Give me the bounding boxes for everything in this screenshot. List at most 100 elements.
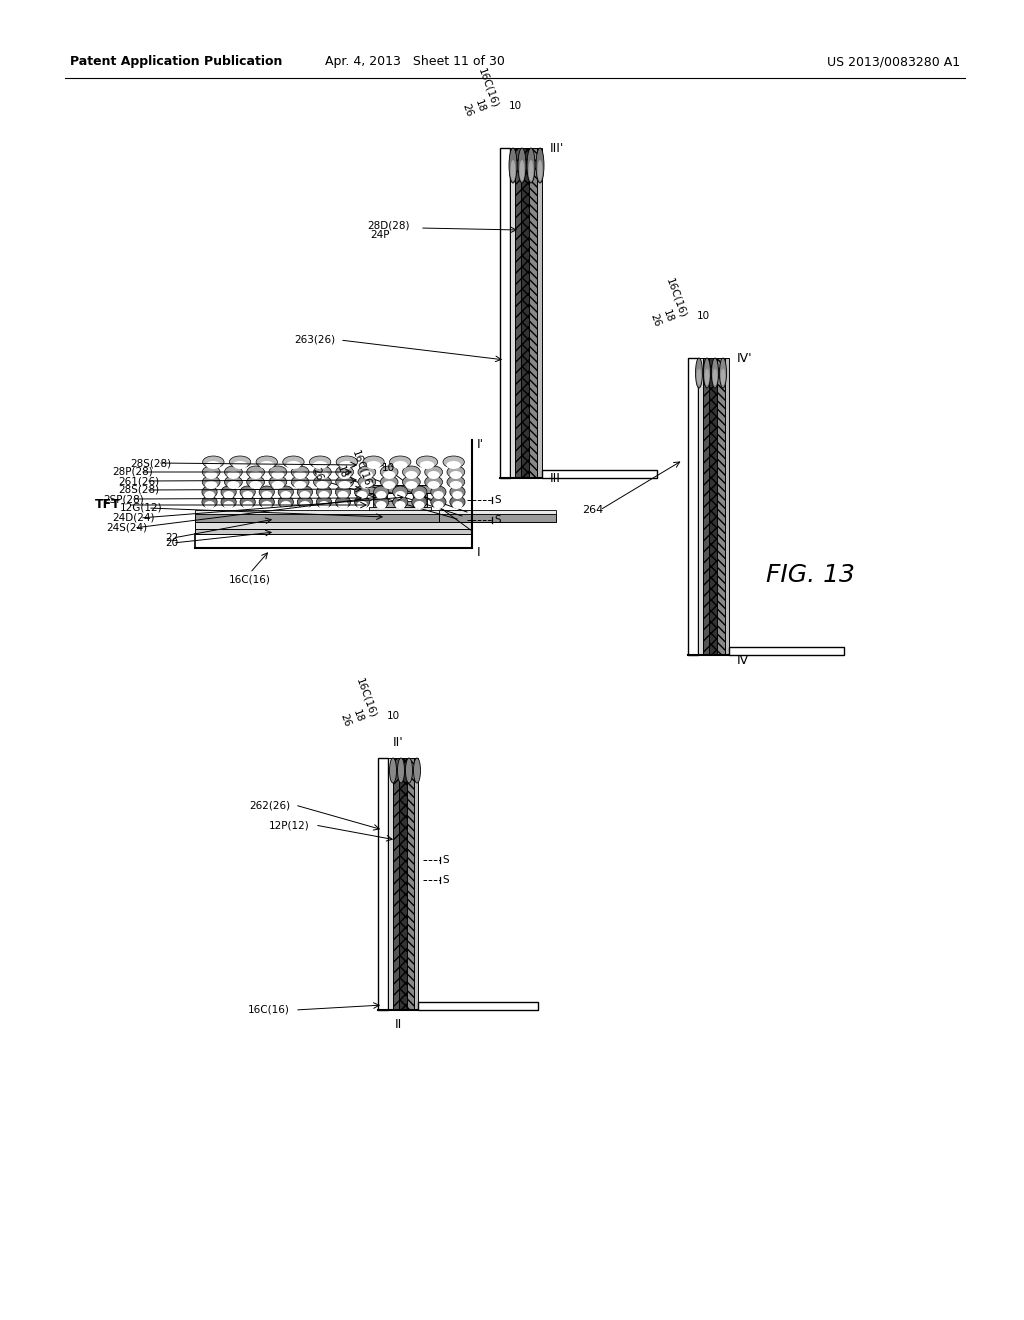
- Text: S: S: [494, 515, 501, 525]
- Ellipse shape: [261, 502, 272, 510]
- Ellipse shape: [250, 471, 262, 479]
- Ellipse shape: [336, 466, 353, 478]
- Text: 28D(28): 28D(28): [368, 220, 410, 230]
- Ellipse shape: [339, 471, 351, 479]
- Text: Patent Application Publication: Patent Application Publication: [70, 55, 283, 69]
- Ellipse shape: [414, 491, 425, 499]
- Ellipse shape: [358, 477, 376, 488]
- Bar: [361, 484, 439, 492]
- Text: 10: 10: [696, 312, 710, 321]
- Text: II: II: [394, 1019, 401, 1031]
- Ellipse shape: [229, 455, 251, 469]
- Ellipse shape: [450, 486, 465, 498]
- Ellipse shape: [527, 148, 535, 183]
- Ellipse shape: [232, 461, 248, 469]
- Ellipse shape: [356, 502, 368, 510]
- Ellipse shape: [446, 461, 461, 469]
- Text: 28S(28): 28S(28): [118, 484, 159, 495]
- Ellipse shape: [417, 455, 437, 469]
- Text: US 2013/0083280 A1: US 2013/0083280 A1: [826, 55, 961, 69]
- Ellipse shape: [431, 486, 446, 498]
- Ellipse shape: [227, 480, 240, 488]
- Text: 16C(16): 16C(16): [476, 67, 500, 110]
- Ellipse shape: [318, 502, 329, 510]
- Ellipse shape: [309, 455, 331, 469]
- Ellipse shape: [380, 477, 398, 488]
- Text: S: S: [442, 875, 449, 884]
- Text: 261(26): 261(26): [118, 477, 159, 486]
- Bar: [373, 492, 387, 502]
- Ellipse shape: [247, 466, 264, 478]
- Bar: [414, 758, 418, 1010]
- Ellipse shape: [297, 496, 312, 508]
- Ellipse shape: [433, 502, 443, 510]
- Ellipse shape: [271, 471, 284, 479]
- Ellipse shape: [316, 486, 332, 498]
- Ellipse shape: [383, 480, 395, 488]
- Text: 20: 20: [165, 539, 178, 548]
- Bar: [729, 647, 844, 655]
- Ellipse shape: [294, 480, 306, 488]
- Ellipse shape: [203, 455, 224, 469]
- Ellipse shape: [406, 480, 418, 488]
- Ellipse shape: [450, 496, 465, 508]
- Ellipse shape: [202, 486, 217, 498]
- Bar: [439, 513, 472, 521]
- Bar: [439, 510, 472, 513]
- Text: 2SP(28): 2SP(28): [103, 494, 143, 504]
- Ellipse shape: [336, 486, 350, 498]
- Ellipse shape: [240, 486, 255, 498]
- Bar: [399, 758, 407, 1010]
- Text: Apr. 4, 2013   Sheet 11 of 30: Apr. 4, 2013 Sheet 11 of 30: [325, 55, 505, 69]
- Ellipse shape: [339, 480, 351, 488]
- Bar: [500, 148, 510, 478]
- Ellipse shape: [286, 461, 301, 469]
- Ellipse shape: [256, 455, 278, 469]
- Text: 18: 18: [335, 465, 349, 480]
- Ellipse shape: [294, 471, 306, 479]
- Text: 264: 264: [582, 506, 603, 515]
- Ellipse shape: [362, 455, 384, 469]
- Ellipse shape: [397, 758, 404, 783]
- Text: S: S: [494, 495, 501, 506]
- Ellipse shape: [318, 491, 329, 499]
- Ellipse shape: [446, 477, 465, 488]
- Bar: [195, 535, 472, 548]
- Text: III: III: [550, 471, 561, 484]
- Ellipse shape: [202, 477, 220, 488]
- Text: 16C(16): 16C(16): [350, 449, 374, 491]
- Ellipse shape: [243, 491, 253, 499]
- Ellipse shape: [224, 466, 243, 478]
- Text: 18: 18: [660, 308, 675, 323]
- Ellipse shape: [279, 486, 294, 498]
- Bar: [407, 758, 414, 1010]
- Bar: [195, 513, 556, 521]
- Bar: [388, 758, 393, 1010]
- Ellipse shape: [420, 461, 434, 469]
- Ellipse shape: [383, 471, 395, 479]
- Ellipse shape: [406, 758, 413, 783]
- Bar: [515, 148, 521, 478]
- Ellipse shape: [360, 480, 373, 488]
- Bar: [195, 529, 472, 535]
- Text: 10: 10: [386, 711, 399, 721]
- Ellipse shape: [389, 758, 396, 783]
- Ellipse shape: [221, 486, 237, 498]
- Ellipse shape: [316, 480, 329, 488]
- Ellipse shape: [205, 491, 215, 499]
- Ellipse shape: [713, 368, 717, 385]
- Ellipse shape: [450, 471, 462, 479]
- Ellipse shape: [279, 496, 294, 508]
- Bar: [725, 358, 729, 655]
- Ellipse shape: [291, 466, 309, 478]
- Ellipse shape: [376, 491, 386, 499]
- Text: 16C(16): 16C(16): [229, 576, 271, 585]
- Ellipse shape: [269, 466, 287, 478]
- Ellipse shape: [202, 466, 220, 478]
- Ellipse shape: [316, 496, 332, 508]
- Ellipse shape: [340, 461, 354, 469]
- Ellipse shape: [412, 486, 427, 498]
- Bar: [698, 358, 703, 655]
- Text: 263(26): 263(26): [294, 335, 335, 345]
- Text: I': I': [477, 438, 484, 451]
